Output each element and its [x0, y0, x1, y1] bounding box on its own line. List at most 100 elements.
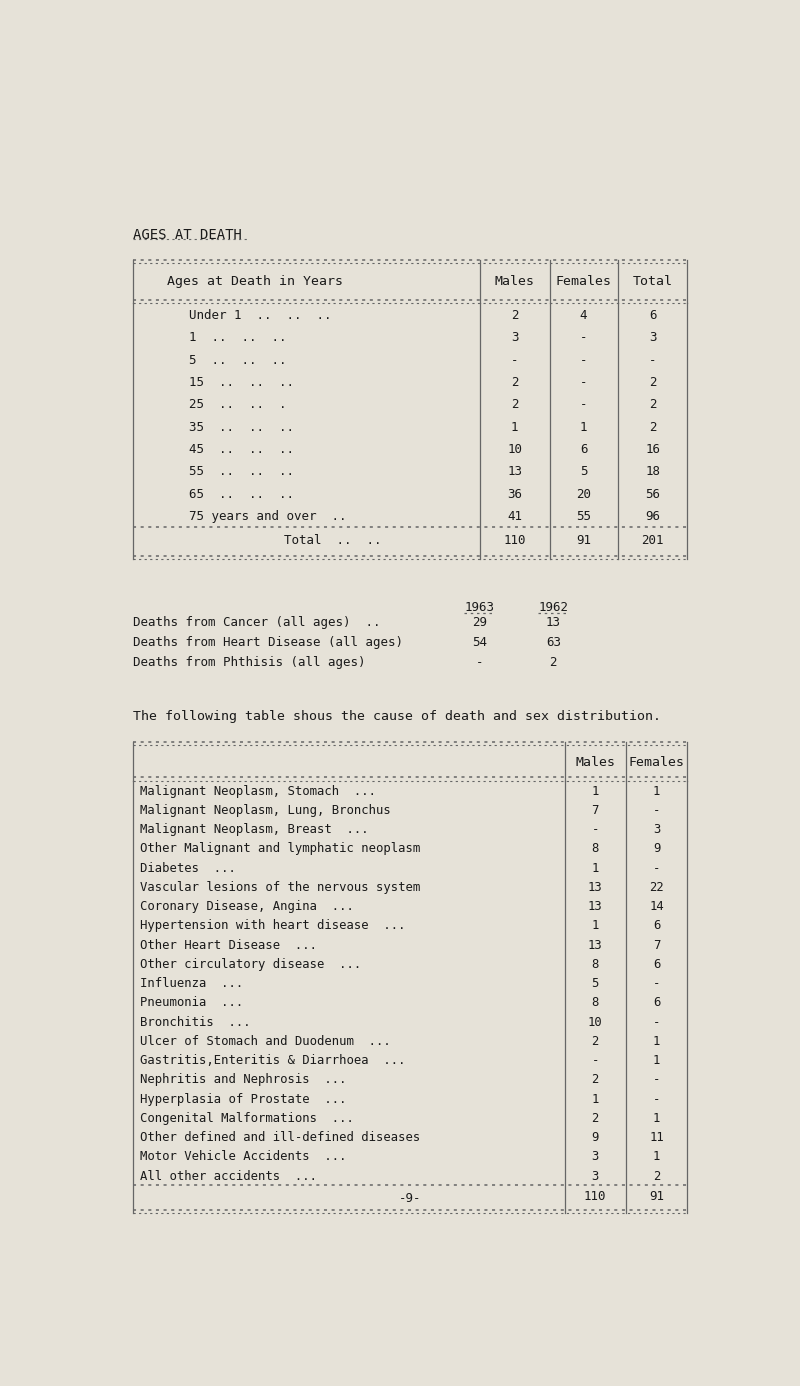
Text: 6: 6 — [580, 444, 587, 456]
Text: Coronary Disease, Angina  ...: Coronary Disease, Angina ... — [140, 900, 354, 913]
Text: Deaths from Cancer (all ages)  ..: Deaths from Cancer (all ages) .. — [133, 617, 380, 629]
Text: 63: 63 — [546, 636, 561, 649]
Text: 110: 110 — [503, 534, 526, 546]
Text: -: - — [580, 353, 587, 367]
Text: Total  ..  ..: Total .. .. — [284, 534, 382, 546]
Text: 96: 96 — [645, 510, 660, 523]
Text: 8: 8 — [591, 958, 599, 970]
Text: 110: 110 — [584, 1189, 606, 1203]
Text: Ulcer of Stomach and Duodenum  ...: Ulcer of Stomach and Duodenum ... — [140, 1035, 391, 1048]
Text: 2: 2 — [653, 1170, 660, 1182]
Text: 3: 3 — [511, 331, 518, 345]
Text: 2: 2 — [591, 1112, 599, 1125]
Text: All other accidents  ...: All other accidents ... — [140, 1170, 318, 1182]
Text: -: - — [591, 823, 599, 836]
Text: 15  ..  ..  ..: 15 .. .. .. — [189, 376, 294, 389]
Text: 8: 8 — [591, 843, 599, 855]
Text: Gastritis,Enteritis & Diarrhoea  ...: Gastritis,Enteritis & Diarrhoea ... — [140, 1055, 406, 1067]
Text: Males: Males — [494, 276, 534, 288]
Text: 18: 18 — [645, 466, 660, 478]
Text: Total: Total — [633, 276, 673, 288]
Text: Motor Vehicle Accidents  ...: Motor Vehicle Accidents ... — [140, 1150, 347, 1163]
Text: -: - — [591, 1055, 599, 1067]
Text: Bronchitis  ...: Bronchitis ... — [140, 1016, 251, 1028]
Text: Congenital Malformations  ...: Congenital Malformations ... — [140, 1112, 354, 1125]
Text: 3: 3 — [653, 823, 660, 836]
Text: 35  ..  ..  ..: 35 .. .. .. — [189, 421, 294, 434]
Text: 56: 56 — [645, 488, 660, 500]
Text: 13: 13 — [507, 466, 522, 478]
Text: 1963: 1963 — [465, 602, 494, 614]
Text: -: - — [580, 331, 587, 345]
Text: Females: Females — [629, 755, 685, 769]
Text: 5  ..  ..  ..: 5 .. .. .. — [189, 353, 286, 367]
Text: 2: 2 — [511, 309, 518, 322]
Text: -: - — [580, 376, 587, 389]
Text: 1: 1 — [591, 862, 599, 875]
Text: Other circulatory disease  ...: Other circulatory disease ... — [140, 958, 362, 970]
Text: -: - — [653, 862, 660, 875]
Text: 4: 4 — [580, 309, 587, 322]
Text: Malignant Neoplasm, Stomach  ...: Malignant Neoplasm, Stomach ... — [140, 784, 376, 797]
Text: 13: 13 — [588, 900, 602, 913]
Text: Other Heart Disease  ...: Other Heart Disease ... — [140, 938, 318, 952]
Text: 14: 14 — [649, 900, 664, 913]
Text: -: - — [580, 399, 587, 412]
Text: 36: 36 — [507, 488, 522, 500]
Text: Hypertension with heart disease  ...: Hypertension with heart disease ... — [140, 919, 406, 933]
Text: 1: 1 — [653, 1055, 660, 1067]
Text: -9-: -9- — [398, 1192, 422, 1204]
Text: Deaths from Heart Disease (all ages): Deaths from Heart Disease (all ages) — [133, 636, 402, 649]
Text: 10: 10 — [507, 444, 522, 456]
Text: 1: 1 — [653, 1150, 660, 1163]
Text: 16: 16 — [645, 444, 660, 456]
Text: AGES AT DEATH: AGES AT DEATH — [133, 227, 242, 243]
Text: Vascular lesions of the nervous system: Vascular lesions of the nervous system — [140, 881, 421, 894]
Text: 1: 1 — [653, 1035, 660, 1048]
Text: -: - — [476, 656, 483, 669]
Text: Ages at Death in Years: Ages at Death in Years — [167, 276, 343, 288]
Text: Diabetes  ...: Diabetes ... — [140, 862, 236, 875]
Text: Other defined and ill-defined diseases: Other defined and ill-defined diseases — [140, 1131, 421, 1143]
Text: 13: 13 — [588, 881, 602, 894]
Text: 2: 2 — [591, 1073, 599, 1087]
Text: 91: 91 — [576, 534, 591, 546]
Text: 91: 91 — [649, 1189, 664, 1203]
Text: 6: 6 — [653, 997, 660, 1009]
Text: -: - — [653, 1092, 660, 1106]
Text: 10: 10 — [588, 1016, 602, 1028]
Text: 1  ..  ..  ..: 1 .. .. .. — [189, 331, 286, 345]
Text: The following table shous the cause of death and sex distribution.: The following table shous the cause of d… — [133, 710, 661, 722]
Text: 1: 1 — [511, 421, 518, 434]
Text: 7: 7 — [653, 938, 660, 952]
Text: 22: 22 — [649, 881, 664, 894]
Text: 5: 5 — [591, 977, 599, 990]
Text: 3: 3 — [591, 1150, 599, 1163]
Text: 5: 5 — [580, 466, 587, 478]
Text: 13: 13 — [546, 617, 561, 629]
Text: 25  ..  ..  .: 25 .. .. . — [189, 399, 286, 412]
Text: Influenza  ...: Influenza ... — [140, 977, 243, 990]
Text: 6: 6 — [653, 919, 660, 933]
Text: -: - — [511, 353, 518, 367]
Text: 3: 3 — [649, 331, 656, 345]
Text: 1962: 1962 — [538, 602, 568, 614]
Text: 29: 29 — [472, 617, 487, 629]
Text: 6: 6 — [653, 958, 660, 970]
Text: 55: 55 — [576, 510, 591, 523]
Text: 75 years and over  ..: 75 years and over .. — [189, 510, 346, 523]
Text: Other Malignant and lymphatic neoplasm: Other Malignant and lymphatic neoplasm — [140, 843, 421, 855]
Text: 2: 2 — [649, 421, 656, 434]
Text: 41: 41 — [507, 510, 522, 523]
Text: 13: 13 — [588, 938, 602, 952]
Text: 1: 1 — [653, 1112, 660, 1125]
Text: 1: 1 — [591, 784, 599, 797]
Text: Deaths from Phthisis (all ages): Deaths from Phthisis (all ages) — [133, 656, 365, 669]
Text: 2: 2 — [591, 1035, 599, 1048]
Text: -: - — [649, 353, 656, 367]
Text: 1: 1 — [653, 784, 660, 797]
Text: 8: 8 — [591, 997, 599, 1009]
Text: 9: 9 — [591, 1131, 599, 1143]
Text: -: - — [653, 804, 660, 816]
Text: 2: 2 — [550, 656, 557, 669]
